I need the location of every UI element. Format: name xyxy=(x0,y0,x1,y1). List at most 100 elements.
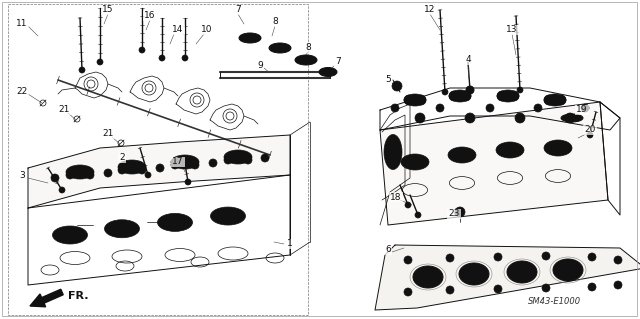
Polygon shape xyxy=(380,102,608,225)
Text: 3: 3 xyxy=(19,172,25,181)
Circle shape xyxy=(404,288,412,296)
Circle shape xyxy=(455,207,465,217)
Text: 1: 1 xyxy=(287,240,293,249)
Text: 21: 21 xyxy=(102,130,114,138)
Text: 20: 20 xyxy=(584,125,596,135)
Circle shape xyxy=(145,172,151,178)
Ellipse shape xyxy=(104,220,140,238)
Circle shape xyxy=(51,174,59,182)
Circle shape xyxy=(461,91,471,101)
Text: 15: 15 xyxy=(102,5,114,14)
Circle shape xyxy=(587,132,593,138)
Ellipse shape xyxy=(52,226,88,244)
Ellipse shape xyxy=(553,259,583,281)
Text: 4: 4 xyxy=(465,56,471,64)
Circle shape xyxy=(185,179,191,185)
Circle shape xyxy=(139,47,145,53)
Circle shape xyxy=(261,154,269,162)
Text: 9: 9 xyxy=(257,61,263,70)
Ellipse shape xyxy=(544,94,566,106)
Circle shape xyxy=(515,113,525,123)
Circle shape xyxy=(138,166,146,174)
Circle shape xyxy=(581,104,589,112)
Text: 12: 12 xyxy=(424,5,436,14)
Ellipse shape xyxy=(544,140,572,156)
Circle shape xyxy=(509,91,519,101)
Circle shape xyxy=(405,202,411,208)
Ellipse shape xyxy=(561,114,583,122)
Text: 6: 6 xyxy=(385,246,391,255)
Circle shape xyxy=(486,104,494,112)
Circle shape xyxy=(391,104,399,112)
Circle shape xyxy=(118,166,126,174)
Circle shape xyxy=(404,95,414,105)
Ellipse shape xyxy=(319,68,337,77)
Ellipse shape xyxy=(497,90,519,102)
Ellipse shape xyxy=(157,213,193,231)
Circle shape xyxy=(565,113,575,123)
Text: 8: 8 xyxy=(305,43,311,53)
Circle shape xyxy=(446,286,454,294)
Circle shape xyxy=(182,55,188,61)
Circle shape xyxy=(244,156,252,164)
Ellipse shape xyxy=(171,155,199,169)
Ellipse shape xyxy=(224,150,252,164)
Circle shape xyxy=(86,171,94,179)
Ellipse shape xyxy=(211,207,246,225)
Circle shape xyxy=(156,164,164,172)
Circle shape xyxy=(415,212,421,218)
Text: 7: 7 xyxy=(235,5,241,14)
Ellipse shape xyxy=(384,135,402,169)
Text: FR.: FR. xyxy=(68,291,88,301)
Text: 13: 13 xyxy=(506,26,518,34)
Circle shape xyxy=(171,161,179,169)
Ellipse shape xyxy=(66,165,94,179)
Circle shape xyxy=(442,89,448,95)
Circle shape xyxy=(588,253,596,261)
Ellipse shape xyxy=(413,266,443,288)
Text: 17: 17 xyxy=(172,158,184,167)
Circle shape xyxy=(542,284,550,292)
Ellipse shape xyxy=(507,261,537,283)
Text: 2: 2 xyxy=(119,153,125,162)
Circle shape xyxy=(517,87,523,93)
Circle shape xyxy=(159,55,165,61)
Circle shape xyxy=(97,59,103,65)
Text: 19: 19 xyxy=(576,106,588,115)
Circle shape xyxy=(465,113,475,123)
Ellipse shape xyxy=(269,43,291,53)
Text: 8: 8 xyxy=(272,18,278,26)
Ellipse shape xyxy=(118,160,146,174)
Text: 14: 14 xyxy=(172,26,184,34)
Circle shape xyxy=(614,281,622,289)
Ellipse shape xyxy=(401,154,429,170)
Circle shape xyxy=(436,104,444,112)
Circle shape xyxy=(59,187,65,193)
Text: 10: 10 xyxy=(201,26,212,34)
Ellipse shape xyxy=(449,90,471,102)
Circle shape xyxy=(191,161,199,169)
Circle shape xyxy=(224,156,232,164)
Circle shape xyxy=(494,253,502,261)
Circle shape xyxy=(556,95,566,105)
Circle shape xyxy=(415,113,425,123)
Ellipse shape xyxy=(459,263,489,285)
FancyArrow shape xyxy=(30,289,63,307)
Polygon shape xyxy=(28,135,290,208)
Circle shape xyxy=(544,95,554,105)
Circle shape xyxy=(446,254,454,262)
Circle shape xyxy=(392,81,402,91)
Circle shape xyxy=(494,285,502,293)
Ellipse shape xyxy=(496,142,524,158)
Ellipse shape xyxy=(295,55,317,65)
Text: 22: 22 xyxy=(17,86,28,95)
Circle shape xyxy=(542,252,550,260)
Circle shape xyxy=(416,95,426,105)
Circle shape xyxy=(497,91,507,101)
Circle shape xyxy=(614,256,622,264)
Text: 21: 21 xyxy=(58,106,70,115)
Ellipse shape xyxy=(448,147,476,163)
Circle shape xyxy=(404,256,412,264)
Circle shape xyxy=(209,159,217,167)
Text: 18: 18 xyxy=(390,192,402,202)
